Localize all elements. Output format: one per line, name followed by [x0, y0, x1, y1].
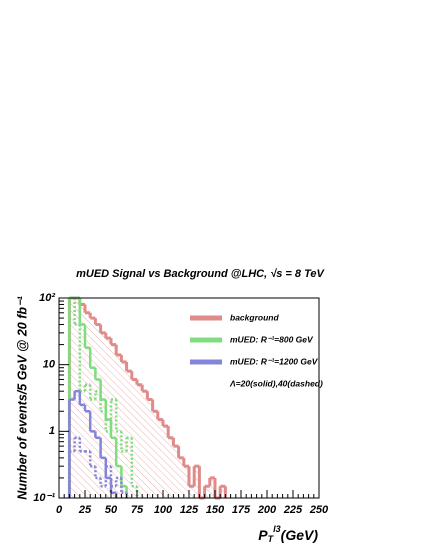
y-tick-label: 1	[49, 425, 55, 437]
hist-fill	[194, 466, 200, 498]
x-label-unit: (GeV)	[281, 527, 319, 543]
hist-fill	[142, 391, 148, 498]
hist-fill	[126, 371, 132, 498]
x-label-sub: T	[268, 534, 275, 544]
hist-fill	[95, 324, 101, 498]
x-tick-label: 225	[283, 504, 303, 516]
x-tick-label: 150	[206, 504, 225, 516]
hist-fill	[121, 361, 127, 498]
x-label-main: P	[258, 527, 268, 543]
x-tick-label: 100	[154, 504, 173, 516]
hist-fill	[116, 354, 122, 498]
hist-fill	[74, 298, 80, 498]
x-label-sup: l3	[273, 524, 281, 534]
x-tick-label: 0	[56, 504, 63, 516]
x-tick-label: 175	[232, 504, 251, 516]
hist-fill	[137, 384, 143, 498]
hist-fill	[168, 437, 174, 498]
x-tick-label: 125	[180, 504, 199, 516]
hist-fill	[209, 477, 215, 498]
legend-label: background	[230, 312, 279, 322]
hist-fill	[69, 298, 75, 498]
hist-fill	[111, 344, 117, 498]
y-tick-label: 10⁻¹	[33, 492, 55, 504]
y-tick-label: 10²	[39, 292, 55, 304]
x-tick-label: 200	[257, 504, 277, 516]
hist-fill	[85, 312, 91, 498]
y-tick-label: 10	[43, 359, 56, 371]
legend-label: mUED: R⁻¹=1200 GeV	[230, 356, 319, 366]
legend-label: mUED: R⁻¹=800 GeV	[230, 334, 314, 344]
chart-title: mUED Signal vs Background @LHC, √s = 8 T…	[76, 268, 325, 280]
hist-fill	[183, 466, 189, 498]
hist-fill	[157, 419, 163, 498]
y-axis-label: Number of events/5 GeV @ 20 fb⁻¹	[15, 295, 29, 499]
hist-fill	[147, 399, 153, 498]
hist-fill	[189, 486, 195, 498]
x-tick-label: 250	[309, 504, 329, 516]
x-tick-label: 75	[131, 504, 144, 516]
x-axis-label: PTl3(GeV)	[258, 524, 318, 544]
hist-fill	[90, 318, 96, 498]
hist-fill	[220, 486, 226, 498]
annotation: Λ=20(solid),40(dashed)	[229, 378, 323, 388]
x-tick-label: 25	[78, 504, 92, 516]
hist-fill	[100, 332, 106, 498]
hist-fill	[131, 379, 137, 498]
hist-fill	[178, 457, 184, 498]
hist-fill	[163, 426, 169, 498]
hist-fill	[79, 304, 85, 498]
hist-fill	[152, 411, 158, 498]
hist-fill	[105, 338, 111, 498]
hist-fill	[173, 446, 179, 498]
x-tick-label: 50	[105, 504, 118, 516]
hist-fill	[204, 486, 210, 498]
